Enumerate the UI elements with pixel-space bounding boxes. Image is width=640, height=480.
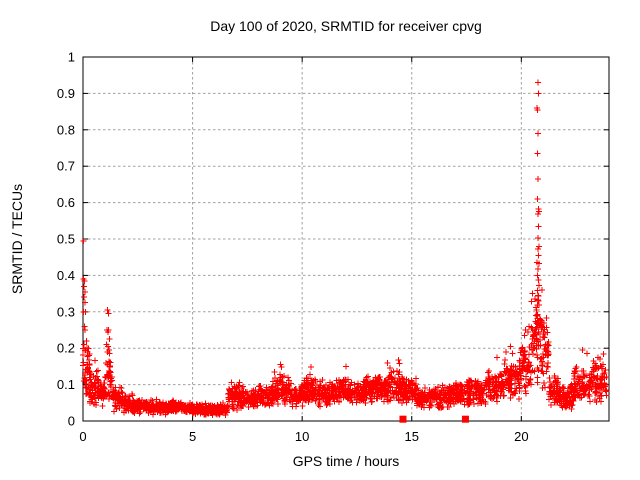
x-tick-label: 15 bbox=[405, 429, 419, 444]
zero-square-marker bbox=[399, 415, 407, 423]
y-tick-label: 0.9 bbox=[57, 86, 75, 101]
y-tick-label: 0 bbox=[68, 414, 75, 429]
x-tick-label: 0 bbox=[79, 429, 86, 444]
y-axis-label: SRMTID / TECUs bbox=[9, 184, 25, 294]
y-tick-label: 0.8 bbox=[57, 122, 75, 137]
y-tick-label: 0.5 bbox=[57, 232, 75, 247]
y-tick-label: 0.2 bbox=[57, 341, 75, 356]
y-tick-label: 1 bbox=[68, 50, 75, 65]
y-tick-label: 0.7 bbox=[57, 159, 75, 174]
chart-title: Day 100 of 2020, SRMTID for receiver cpv… bbox=[210, 18, 482, 34]
y-tick-label: 0.6 bbox=[57, 195, 75, 210]
x-tick-label: 20 bbox=[514, 429, 528, 444]
y-tick-label: 0.3 bbox=[57, 304, 75, 319]
zero-square-marker bbox=[461, 415, 469, 423]
gridlines bbox=[83, 57, 609, 421]
scatter-plus-markers bbox=[80, 79, 610, 418]
x-tick-label: 10 bbox=[295, 429, 309, 444]
y-tick-label: 0.4 bbox=[57, 268, 75, 283]
y-tick-label: 0.1 bbox=[57, 377, 75, 392]
x-tick-label: 5 bbox=[189, 429, 196, 444]
tick-labels: 0 5 10 15 20 0 0.1 0.2 0.3 0.4 0.5 0.6 0.7 0.8 0.9 1 bbox=[57, 50, 529, 445]
x-axis-label: GPS time / hours bbox=[293, 453, 400, 469]
data-points bbox=[80, 79, 610, 423]
